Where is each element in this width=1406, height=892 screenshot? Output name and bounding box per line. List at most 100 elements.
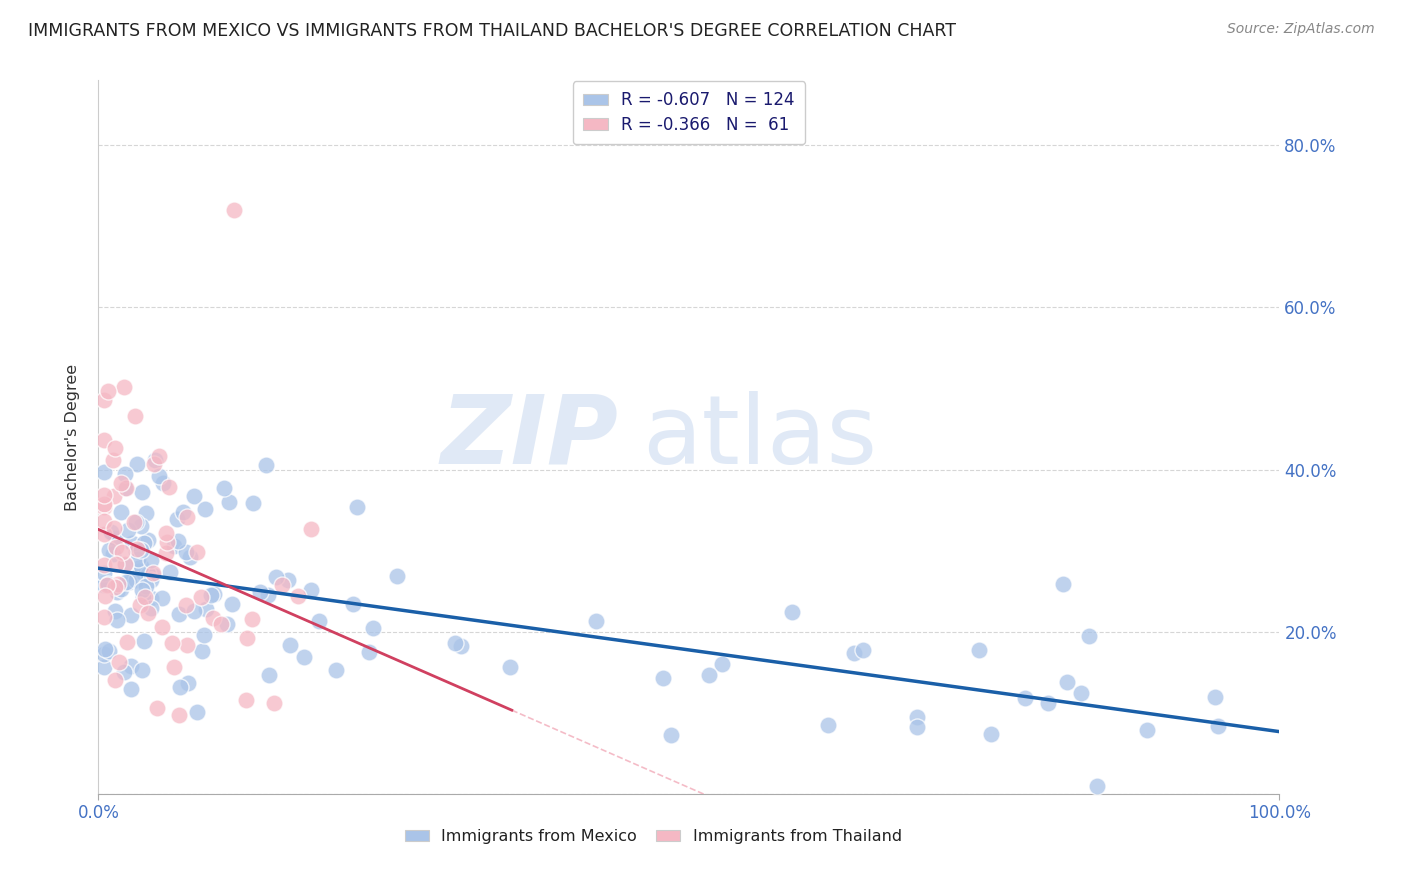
Point xyxy=(93,500,115,515)
Point xyxy=(120,681,142,696)
Point xyxy=(122,515,145,529)
Point xyxy=(152,475,174,490)
Point xyxy=(131,664,153,678)
Point xyxy=(157,480,180,494)
Point xyxy=(155,545,177,559)
Point xyxy=(218,494,240,508)
Point xyxy=(94,642,117,657)
Point xyxy=(1206,718,1229,732)
Point xyxy=(967,643,990,657)
Point xyxy=(131,484,153,499)
Point xyxy=(97,384,120,399)
Point xyxy=(169,681,191,695)
Point xyxy=(277,573,299,587)
Point xyxy=(93,392,115,407)
Point xyxy=(97,542,120,557)
Point xyxy=(112,665,135,679)
Point xyxy=(110,475,132,490)
Point xyxy=(155,525,177,540)
Point xyxy=(93,566,115,581)
Point xyxy=(136,567,159,582)
Text: atlas: atlas xyxy=(641,391,877,483)
Point xyxy=(186,705,208,719)
Point xyxy=(1085,779,1108,793)
Point xyxy=(139,591,162,605)
Text: IMMIGRANTS FROM MEXICO VS IMMIGRANTS FROM THAILAND BACHELOR'S DEGREE CORRELATION: IMMIGRANTS FROM MEXICO VS IMMIGRANTS FRO… xyxy=(28,22,956,40)
Point xyxy=(110,582,132,596)
Point xyxy=(93,526,115,541)
Point xyxy=(385,568,408,582)
Point xyxy=(146,700,169,714)
Point xyxy=(179,550,201,565)
Point xyxy=(217,616,239,631)
Point xyxy=(346,500,368,514)
Point xyxy=(257,588,280,602)
Point xyxy=(264,569,287,583)
Point xyxy=(148,468,170,483)
Point xyxy=(132,591,155,605)
Point xyxy=(125,543,148,558)
Y-axis label: Bachelor's Degree: Bachelor's Degree xyxy=(65,364,80,510)
Point xyxy=(308,614,330,628)
Point xyxy=(443,636,465,650)
Point xyxy=(450,639,472,653)
Point xyxy=(249,585,271,599)
Point xyxy=(174,544,197,558)
Point xyxy=(1136,723,1159,737)
Point xyxy=(93,488,115,502)
Point xyxy=(1204,690,1226,704)
Point xyxy=(104,558,127,572)
Point xyxy=(499,660,522,674)
Point xyxy=(172,505,194,519)
Point xyxy=(129,598,152,612)
Point xyxy=(104,441,127,455)
Point xyxy=(110,545,132,559)
Point xyxy=(150,591,173,606)
Point xyxy=(169,708,191,723)
Text: ZIP: ZIP xyxy=(440,391,619,483)
Point xyxy=(697,668,720,682)
Point xyxy=(96,578,118,592)
Point xyxy=(357,645,380,659)
Legend: Immigrants from Mexico, Immigrants from Thailand: Immigrants from Mexico, Immigrants from … xyxy=(398,822,908,850)
Point xyxy=(235,692,257,706)
Point xyxy=(136,533,159,548)
Point xyxy=(110,505,132,519)
Point xyxy=(93,514,115,528)
Point xyxy=(156,535,179,549)
Point xyxy=(200,588,222,602)
Point xyxy=(342,597,364,611)
Point xyxy=(120,607,142,622)
Point xyxy=(93,660,115,674)
Text: Source: ZipAtlas.com: Source: ZipAtlas.com xyxy=(1227,22,1375,37)
Point xyxy=(148,449,170,463)
Point xyxy=(132,633,155,648)
Point xyxy=(585,614,607,628)
Point xyxy=(361,621,384,635)
Point xyxy=(93,558,115,572)
Point xyxy=(271,577,294,591)
Point xyxy=(177,675,200,690)
Point xyxy=(115,634,138,648)
Point xyxy=(104,581,127,595)
Point xyxy=(905,710,928,724)
Point xyxy=(124,409,146,423)
Point xyxy=(97,643,120,657)
Point xyxy=(167,533,190,548)
Point xyxy=(139,573,162,587)
Point xyxy=(101,547,124,561)
Point xyxy=(190,590,212,604)
Point xyxy=(134,590,156,604)
Point xyxy=(129,518,152,533)
Point xyxy=(659,728,682,742)
Point xyxy=(125,573,148,587)
Point xyxy=(299,583,322,598)
Point xyxy=(135,506,157,520)
Point xyxy=(163,659,186,673)
Point xyxy=(1052,577,1074,591)
Point xyxy=(176,638,198,652)
Point xyxy=(325,664,347,678)
Point xyxy=(224,202,246,217)
Point xyxy=(183,604,205,618)
Point xyxy=(128,564,150,578)
